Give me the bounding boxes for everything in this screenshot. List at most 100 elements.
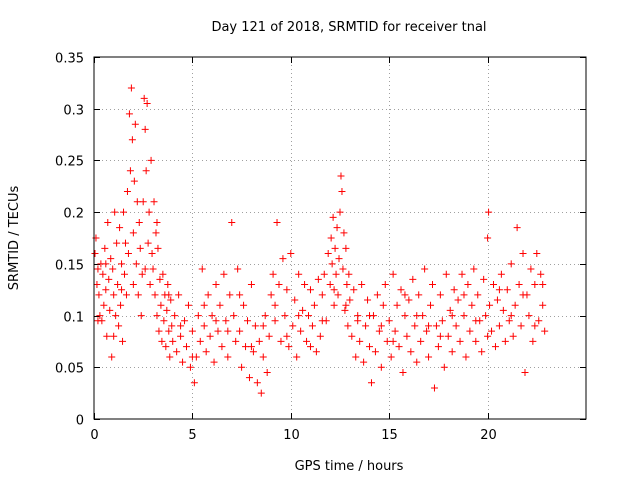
data-point — [194, 312, 202, 320]
data-point — [434, 343, 442, 351]
data-point — [460, 291, 468, 299]
x-tick-label: 0 — [90, 428, 98, 443]
data-point — [196, 337, 204, 345]
data-point — [539, 301, 547, 309]
data-point — [108, 353, 116, 361]
data-point — [531, 281, 539, 289]
data-point — [242, 343, 250, 351]
data-point — [458, 270, 466, 278]
data-point — [338, 187, 346, 195]
data-point — [91, 250, 99, 258]
data-point — [129, 281, 137, 289]
data-point — [151, 291, 159, 299]
data-point — [109, 265, 117, 273]
data-point — [358, 281, 366, 289]
grid-lines — [94, 57, 586, 419]
data-point — [224, 327, 232, 335]
data-point — [236, 327, 244, 335]
data-point — [499, 306, 507, 314]
data-point — [128, 136, 136, 144]
data-point — [124, 250, 132, 258]
data-point — [115, 322, 123, 330]
data-point — [216, 301, 224, 309]
data-point — [162, 343, 170, 351]
data-point — [430, 384, 438, 392]
data-point — [177, 322, 185, 330]
data-point — [533, 250, 541, 258]
data-point — [289, 322, 297, 330]
data-point — [117, 301, 125, 309]
data-point — [291, 296, 299, 304]
data-point — [123, 187, 131, 195]
data-point — [381, 281, 389, 289]
data-point — [450, 286, 458, 294]
y-tick-label: 0.25 — [55, 155, 84, 170]
data-point — [133, 198, 141, 206]
data-point — [364, 296, 372, 304]
data-point — [110, 332, 118, 340]
data-point — [94, 265, 102, 273]
data-point — [204, 291, 212, 299]
data-point — [202, 348, 210, 356]
data-point — [236, 291, 244, 299]
data-point — [495, 322, 503, 330]
y-tick-label: 0.3 — [63, 104, 84, 119]
data-point — [119, 337, 127, 345]
data-point — [208, 312, 216, 320]
data-point — [112, 312, 120, 320]
data-point — [165, 291, 173, 299]
y-tick-label: 0.15 — [55, 259, 84, 274]
data-point — [490, 281, 498, 289]
data-point — [102, 286, 110, 294]
data-point — [173, 348, 181, 356]
data-point — [149, 265, 157, 273]
data-point — [261, 312, 269, 320]
data-point — [306, 343, 314, 351]
data-point — [474, 291, 482, 299]
data-point — [417, 337, 425, 345]
data-point — [348, 332, 356, 340]
data-point — [342, 244, 350, 252]
data-point — [283, 286, 291, 294]
data-point — [184, 301, 192, 309]
data-point — [383, 337, 391, 345]
data-point — [401, 312, 409, 320]
data-point — [226, 291, 234, 299]
data-point — [446, 306, 454, 314]
data-point — [122, 291, 130, 299]
data-point — [105, 275, 113, 283]
data-point — [218, 343, 226, 351]
data-point — [470, 265, 478, 273]
data-point — [515, 281, 523, 289]
data-point — [343, 281, 351, 289]
data-point — [244, 317, 252, 325]
data-point — [121, 239, 129, 247]
data-point — [389, 270, 397, 278]
data-point — [214, 327, 222, 335]
data-point — [198, 265, 206, 273]
data-point — [144, 239, 152, 247]
data-point — [281, 312, 289, 320]
data-point — [134, 291, 142, 299]
y-tick-label: 0.05 — [55, 362, 84, 377]
data-point — [531, 322, 539, 330]
x-tick-label: 10 — [283, 428, 300, 443]
data-point — [456, 337, 464, 345]
data-point — [335, 255, 343, 263]
data-point — [169, 337, 177, 345]
data-point — [138, 270, 146, 278]
data-point — [263, 368, 271, 376]
data-point — [375, 327, 383, 335]
data-point — [403, 332, 411, 340]
data-point — [391, 327, 399, 335]
data-point — [395, 343, 403, 351]
data-point — [462, 353, 470, 361]
data-point — [168, 322, 176, 330]
data-point — [448, 312, 456, 320]
data-point — [438, 317, 446, 325]
data-point — [279, 255, 287, 263]
data-point — [442, 270, 450, 278]
data-point — [121, 270, 129, 278]
data-point — [345, 270, 353, 278]
data-point — [356, 337, 364, 345]
